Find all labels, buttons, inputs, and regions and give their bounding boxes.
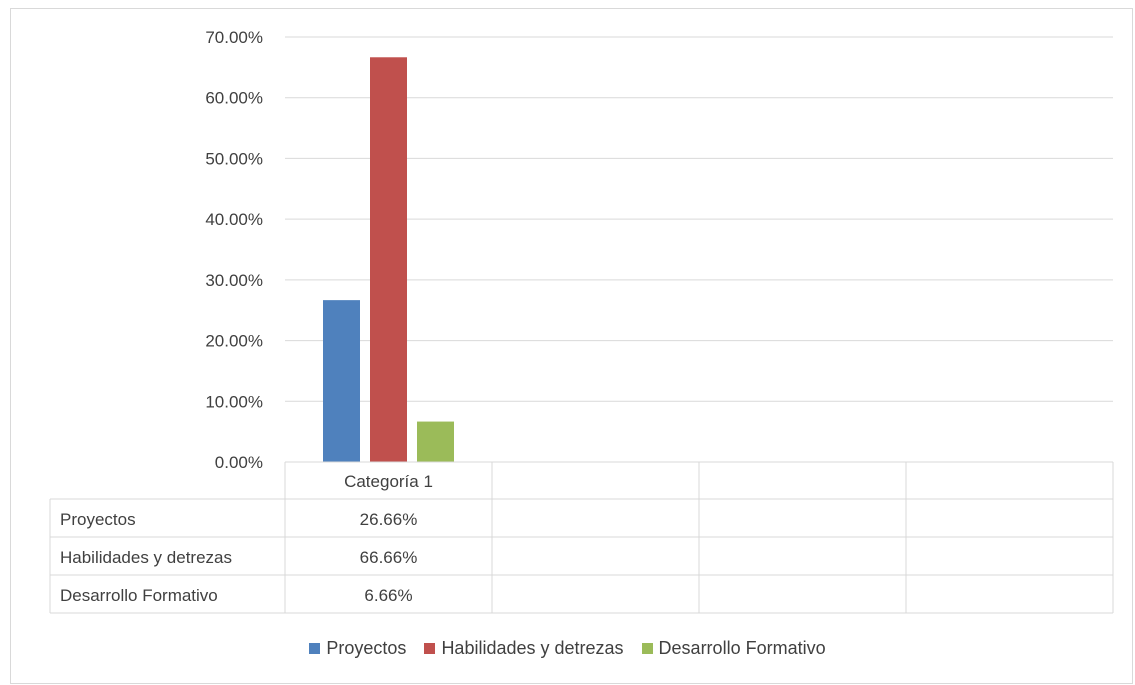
legend-label: Habilidades y detrezas bbox=[441, 638, 624, 658]
y-tick-label: 0.00% bbox=[215, 453, 263, 472]
table-value: 6.66% bbox=[364, 586, 412, 605]
legend-swatch bbox=[424, 643, 436, 654]
legend-item: Proyectos bbox=[309, 638, 406, 659]
table-series-name: Desarrollo Formativo bbox=[60, 586, 218, 605]
table-value: 66.66% bbox=[360, 548, 418, 567]
gridlines bbox=[285, 36, 1113, 463]
legend: Proyectos Habilidades y detrezas Desarroll… bbox=[0, 638, 1135, 659]
table-series-name: Habilidades y detrezas bbox=[60, 548, 232, 567]
legend-item: Desarrollo Formativo bbox=[641, 638, 826, 659]
chart-area bbox=[10, 8, 1133, 684]
bar-habilidades-y-detrezas bbox=[370, 57, 407, 463]
legend-swatch bbox=[309, 643, 321, 654]
data-table: Categoría 1 Proyectos 26.66% Habilidades y … bbox=[49, 461, 1114, 614]
legend-label: Desarrollo Formativo bbox=[658, 638, 826, 658]
table-value: 26.66% bbox=[360, 510, 418, 529]
legend-swatch bbox=[641, 643, 653, 654]
bar-desarrollo-formativo bbox=[417, 421, 454, 462]
y-tick-label: 20.00% bbox=[205, 332, 263, 351]
table-series-name: Proyectos bbox=[60, 510, 136, 529]
y-tick-label: 10.00% bbox=[205, 392, 263, 411]
y-tick-label: 40.00% bbox=[205, 210, 263, 229]
y-tick-label: 30.00% bbox=[205, 271, 263, 290]
bars bbox=[323, 57, 454, 463]
y-tick-label: 70.00% bbox=[205, 28, 263, 47]
bar-proyectos bbox=[323, 300, 360, 462]
y-tick-label: 60.00% bbox=[205, 89, 263, 108]
legend-label: Proyectos bbox=[326, 638, 407, 658]
y-tick-label: 50.00% bbox=[205, 149, 263, 168]
y-axis-ticks: 0.00% 10.00% 20.00% 30.00% 40.00% 50.00% 60.00… bbox=[205, 28, 263, 472]
legend-item: Habilidades y detrezas bbox=[424, 638, 624, 659]
category-label: Categoría 1 bbox=[344, 472, 433, 491]
